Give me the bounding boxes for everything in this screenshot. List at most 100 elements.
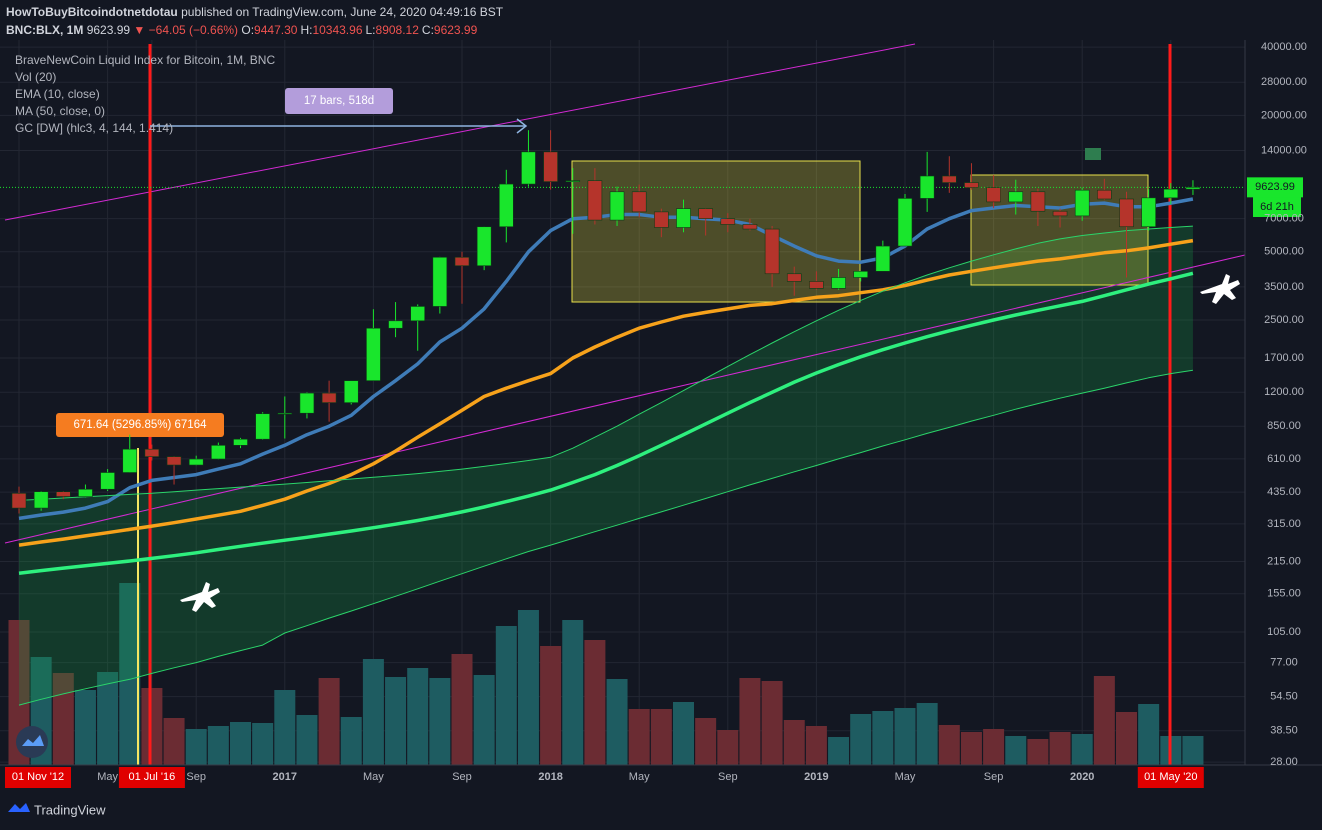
candle-body	[964, 182, 979, 188]
volume-bar	[960, 732, 982, 765]
ohlc-value: 10343.96	[312, 23, 363, 37]
trend-line	[4, 43, 916, 221]
countdown: 6d 21h	[1260, 201, 1294, 213]
x-tick-label: May	[629, 771, 650, 783]
published: published on TradingView.com, June 24, 2…	[181, 5, 504, 19]
candle-body	[521, 151, 536, 185]
candle-body	[609, 191, 625, 221]
candle-body	[742, 224, 758, 230]
x-tick-label: 2018	[538, 771, 562, 783]
last-price-box	[1247, 177, 1303, 198]
volume-bar	[673, 702, 694, 765]
volume-bar	[983, 729, 1005, 765]
volume-bar	[385, 677, 407, 765]
indicator-line	[18, 369, 1193, 706]
countdown-box	[1253, 197, 1301, 217]
candles	[11, 130, 1201, 514]
candle-body	[587, 180, 603, 221]
volume-bar	[783, 720, 805, 765]
last-price-label: 9623.99	[1255, 181, 1295, 193]
candle-body	[343, 380, 359, 403]
range-box	[571, 160, 861, 303]
volume-bar	[1071, 734, 1093, 765]
x-tick-label: 01 May '20	[1144, 771, 1197, 783]
footer-logo	[8, 803, 30, 812]
x-tick-label: 01 Jul '16	[129, 771, 176, 783]
legend-entry: MA (50, close, 0)	[15, 104, 106, 118]
candle-body	[831, 277, 846, 289]
candle-body	[321, 392, 337, 403]
y-tick-label: 435.00	[1267, 486, 1301, 498]
volume-bar	[717, 730, 739, 765]
x-tick-label: May	[363, 771, 384, 783]
volume-bar	[894, 708, 916, 765]
volume-bar	[119, 583, 141, 765]
last: 9623.99	[86, 23, 131, 37]
volume-bar	[628, 709, 650, 765]
x-label-box	[118, 767, 185, 788]
change: ▼ −64.05 (−0.66%)	[133, 23, 239, 37]
candle-body	[1163, 188, 1179, 199]
candle-body	[122, 448, 138, 473]
volume-bar	[584, 640, 606, 765]
candle-body	[1052, 210, 1068, 217]
logo-icon	[22, 735, 44, 746]
arrow-head	[516, 118, 528, 134]
y-tick-label: 7000.00	[1264, 213, 1304, 225]
candle-body	[1074, 189, 1090, 217]
candle-body	[897, 198, 913, 247]
candle-body	[100, 472, 115, 490]
ruler-box	[285, 88, 393, 114]
x-tick-label: 2020	[1070, 771, 1094, 783]
candle-body	[454, 256, 470, 267]
indicator-line	[18, 197, 1194, 521]
legend-entry: EMA (10, close)	[15, 87, 100, 101]
axes: 6d 21h 40000.00 28000.00 20000.00 14000.00 7…	[0, 40, 1322, 790]
x-tick-label: Sep	[984, 771, 1004, 783]
candle-body	[676, 208, 691, 228]
y-tick-label: 2500.00	[1264, 314, 1304, 326]
volume-bar	[163, 718, 185, 765]
y-tick-label: 5000.00	[1264, 246, 1304, 258]
ohlc-label: L:	[365, 23, 376, 37]
candle-body	[33, 491, 49, 509]
volume-bar	[74, 690, 96, 765]
candle-body	[366, 327, 381, 381]
y-tick-label: 28.00	[1270, 756, 1298, 768]
y-tick-label: 105.00	[1267, 626, 1301, 638]
author: HowToBuyBitcoindotnetdotau	[6, 5, 178, 19]
y-tick-label: 40000.00	[1261, 41, 1307, 53]
x-tick-label: 2019	[804, 771, 828, 783]
volume-bar	[916, 703, 938, 765]
y-tick-label: 28000.00	[1261, 76, 1307, 88]
x-tick-label: May	[97, 771, 118, 783]
y-tick-label: 1700.00	[1264, 352, 1304, 364]
y-tick-label: 610.00	[1267, 453, 1301, 465]
candle-body	[277, 412, 293, 415]
volume-bar	[938, 725, 960, 765]
volume-bar	[1049, 732, 1071, 765]
candle-body	[786, 273, 802, 282]
ohlc: O:9447.30 H:10343.96 L:8908.12 C:9623.99	[241, 23, 480, 37]
candle-body	[809, 281, 824, 289]
airplane-icon	[1200, 274, 1240, 304]
volume-bar	[141, 688, 163, 765]
volume-bar	[429, 678, 451, 765]
candle-body	[233, 438, 248, 446]
ohlc-value: 9623.99	[433, 23, 478, 37]
y-tick-label: 315.00	[1267, 518, 1301, 530]
candle-body	[1030, 191, 1046, 212]
volume-bar	[739, 678, 761, 765]
y-tick-label: 850.00	[1267, 420, 1301, 432]
candle-body	[144, 448, 160, 457]
candle-body	[78, 488, 93, 497]
volume-bar	[540, 646, 562, 765]
volume-bar	[340, 717, 362, 765]
volume-bar	[850, 714, 872, 765]
volume-bar	[407, 668, 429, 765]
ohlc-label: O:	[241, 23, 255, 37]
volume-bar	[52, 673, 74, 765]
candle-body	[654, 211, 669, 228]
